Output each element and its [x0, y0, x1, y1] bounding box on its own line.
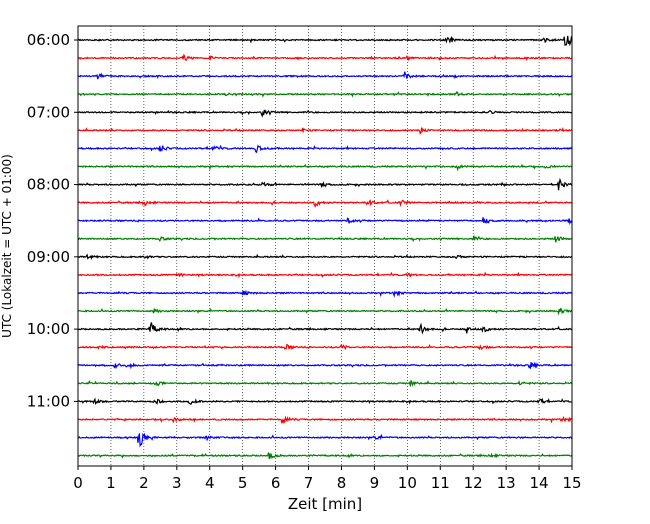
x-tick-label: 2 — [139, 474, 149, 492]
plot-frame — [77, 25, 573, 467]
x-tick-label: 1 — [106, 474, 116, 492]
trace-row-15 — [77, 307, 573, 316]
x-tick-label: 15 — [562, 474, 581, 492]
y-tick-label: 06:00 — [27, 31, 70, 49]
trace-row-6 — [77, 144, 573, 154]
x-tick-label: 14 — [530, 474, 549, 492]
x-tick-label: 9 — [370, 474, 380, 492]
trace-row-8 — [77, 177, 573, 191]
trace-row-1 — [77, 53, 573, 62]
y-tick-label: 09:00 — [27, 248, 70, 266]
trace-row-17 — [77, 343, 573, 351]
x-tick-label: 8 — [337, 474, 347, 492]
x-tick-label: 10 — [398, 474, 417, 492]
x-tick-label: 6 — [271, 474, 281, 492]
y-tick-label: 10:00 — [27, 320, 70, 338]
trace-row-10 — [77, 217, 573, 226]
seismic-traces — [77, 35, 573, 460]
trace-row-19 — [77, 379, 573, 387]
trace-row-7 — [77, 163, 573, 172]
trace-row-4 — [77, 109, 573, 118]
x-tick-label: 11 — [431, 474, 450, 492]
x-tick-label: 0 — [73, 474, 83, 492]
trace-row-14 — [77, 289, 573, 298]
x-tick-label: 12 — [464, 474, 483, 492]
trace-row-16 — [77, 322, 573, 335]
vertical-grid — [110, 26, 540, 466]
trace-row-20 — [77, 397, 573, 406]
trace-row-0 — [77, 35, 573, 47]
x-tick-label: 3 — [172, 474, 182, 492]
y-axis-label: UTC (Lokalzeit = UTC + 01:00) — [0, 154, 14, 338]
x-axis-ticks: 0 1 2 3 4 5 6 7 8 9 10 11 12 13 14 15 — [73, 466, 582, 492]
trace-row-2 — [77, 71, 573, 80]
x-axis-label: Zeit [min] — [288, 495, 362, 513]
y-tick-label: 11:00 — [27, 392, 70, 410]
trace-row-9 — [77, 199, 573, 208]
trace-row-5 — [77, 127, 573, 135]
x-tick-label: 5 — [238, 474, 248, 492]
trace-row-12 — [77, 253, 573, 261]
trace-row-21 — [77, 415, 573, 424]
x-tick-label: 4 — [205, 474, 215, 492]
trace-row-3 — [77, 90, 573, 98]
trace-row-22 — [77, 432, 573, 448]
x-tick-label: 13 — [497, 474, 516, 492]
x-tick-label: 7 — [304, 474, 314, 492]
trace-row-23 — [77, 452, 573, 460]
trace-row-18 — [77, 361, 573, 370]
y-axis-ticks: 06:00 07:00 08:00 09:00 10:00 11:00 — [27, 31, 78, 410]
y-tick-label: 08:00 — [27, 176, 70, 194]
y-tick-label: 07:00 — [27, 103, 70, 121]
trace-row-13 — [77, 271, 573, 279]
trace-row-11 — [77, 234, 573, 243]
